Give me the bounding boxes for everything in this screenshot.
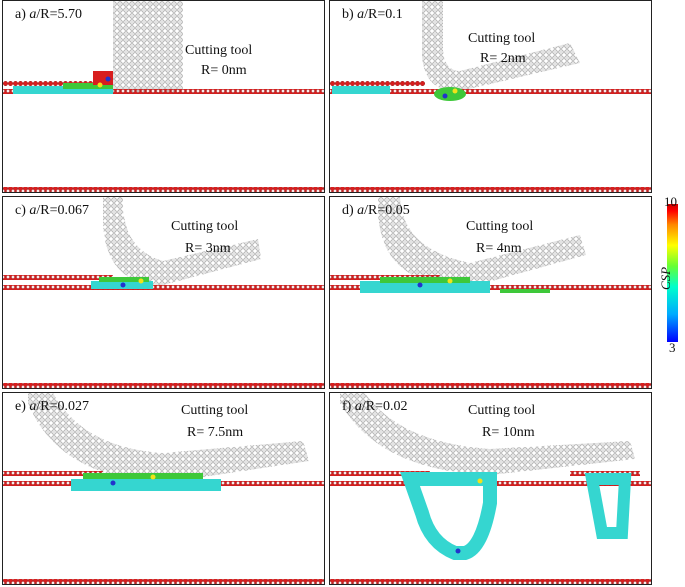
- tool-radius: R= 3nm: [185, 241, 231, 256]
- tool-radius: R= 7.5nm: [187, 425, 244, 440]
- colorbar-min-label: 3: [669, 340, 676, 355]
- panel-e: e) a/R=0.027 Cutting tool R= 7.5nm: [2, 392, 325, 585]
- md-snapshot-d: [330, 197, 651, 388]
- colorbar-title: CSP: [658, 266, 673, 290]
- tool-radius: R= 10nm: [482, 425, 535, 440]
- tool-title: Cutting tool: [468, 403, 536, 418]
- md-snapshot-b: [330, 1, 651, 192]
- tool-radius: R= 2nm: [480, 51, 526, 66]
- tool-radius: R= 4nm: [476, 241, 522, 256]
- md-snapshot-e: [3, 393, 324, 584]
- panel-label: e) a/R=0.027: [15, 399, 90, 414]
- tool-title: Cutting tool: [466, 219, 534, 234]
- md-snapshot-f: [330, 393, 651, 584]
- tool-title: Cutting tool: [171, 219, 239, 234]
- panel-c: c) a/R=0.067 Cutting tool R= 3nm: [2, 196, 325, 389]
- colorbar-max-label: 10: [664, 194, 677, 209]
- panel-label: a) a/R=5.70: [15, 7, 83, 22]
- md-snapshot-a: [3, 1, 324, 192]
- panel-d: d) a/R=0.05 Cutting tool R= 4nm: [329, 196, 652, 389]
- tool-title: Cutting tool: [185, 43, 253, 58]
- tool-title: Cutting tool: [181, 403, 249, 418]
- csp-colorbar: [667, 204, 678, 342]
- panel-label: f) a/R=0.02: [342, 399, 408, 414]
- panel-label: b) a/R=0.1: [342, 7, 403, 22]
- tool-title: Cutting tool: [468, 31, 536, 46]
- panel-b: b) a/R=0.1 Cutting tool R= 2nm: [329, 0, 652, 193]
- tool-radius: R= 0nm: [201, 63, 247, 78]
- md-snapshot-c: [3, 197, 324, 388]
- panel-f: f) a/R=0.02 Cutting tool R= 10nm: [329, 392, 652, 585]
- panel-a: a) a/R=5.70 Cutting tool R= 0nm: [2, 0, 325, 193]
- panel-label: d) a/R=0.05: [342, 203, 410, 218]
- panel-label: c) a/R=0.067: [15, 203, 90, 218]
